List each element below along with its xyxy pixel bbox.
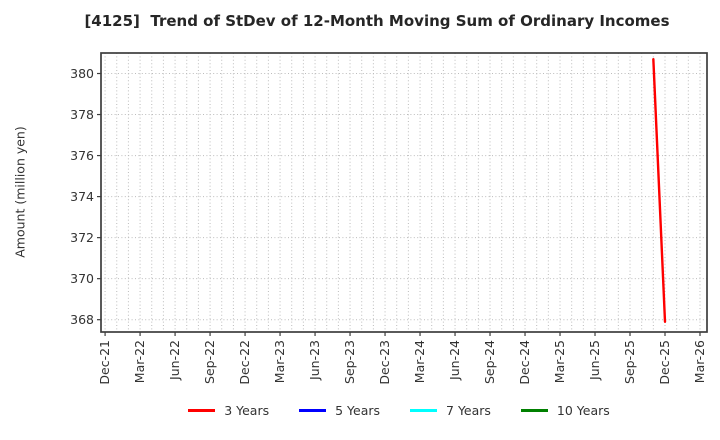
- series-line-3-years: [652, 57, 667, 323]
- x-tick-label: Dec-25: [657, 340, 672, 385]
- y-tick-label: 374: [70, 189, 94, 204]
- x-tick-label: Sep-23: [342, 340, 357, 384]
- x-tick-label: Dec-24: [517, 340, 532, 385]
- y-tick-label: 380: [70, 66, 94, 81]
- x-tick-label: Jun-22: [167, 340, 182, 381]
- legend-item-7-years: 7 Years: [410, 403, 491, 418]
- y-tick-label: 378: [70, 107, 94, 122]
- legend-swatch-7-years: [410, 409, 438, 412]
- x-tick-label: Jun-23: [307, 340, 322, 381]
- x-tick-label: Jun-25: [587, 340, 602, 381]
- x-tick-label: Mar-25: [552, 340, 567, 383]
- y-tick-label: 368: [70, 312, 94, 327]
- legend-item-10-years: 10 Years: [520, 403, 610, 418]
- x-tick-label: Mar-22: [132, 340, 147, 383]
- legend-label-10-years: 10 Years: [556, 403, 610, 418]
- legend-item-5-years: 5 Years: [299, 403, 380, 418]
- x-tick-label: Mar-26: [692, 340, 707, 383]
- x-tick-label: Dec-23: [377, 340, 392, 385]
- y-tick-label: 372: [70, 230, 94, 245]
- x-tick-label: Dec-21: [97, 340, 112, 385]
- chart-title: [4125] Trend of StDev of 12-Month Moving…: [84, 12, 670, 30]
- legend-label-5-years: 5 Years: [335, 403, 381, 418]
- legend-swatch-10-years: [520, 409, 548, 412]
- legend-label-7-years: 7 Years: [446, 403, 491, 418]
- y-tick-label: 376: [70, 148, 94, 163]
- legend: 3 Years 5 Years 7 Years 10 Years: [0, 403, 720, 418]
- x-tick-label: Sep-25: [622, 340, 637, 384]
- x-tick-label: Mar-24: [412, 340, 427, 383]
- x-tick-label: Sep-24: [482, 340, 497, 384]
- legend-item-3-years: 3 Years: [188, 403, 269, 418]
- legend-swatch-5-years: [299, 409, 327, 412]
- x-tick-label: Mar-23: [272, 340, 287, 383]
- x-tick-label: Dec-22: [237, 340, 252, 385]
- legend-label-3-years: 3 Years: [224, 403, 270, 418]
- x-tick-label: Jun-24: [447, 340, 462, 381]
- plot-border: [100, 52, 708, 333]
- x-tick-label: Sep-22: [202, 340, 217, 384]
- legend-swatch-3-years: [188, 409, 216, 412]
- y-tick-label: 370: [70, 271, 94, 286]
